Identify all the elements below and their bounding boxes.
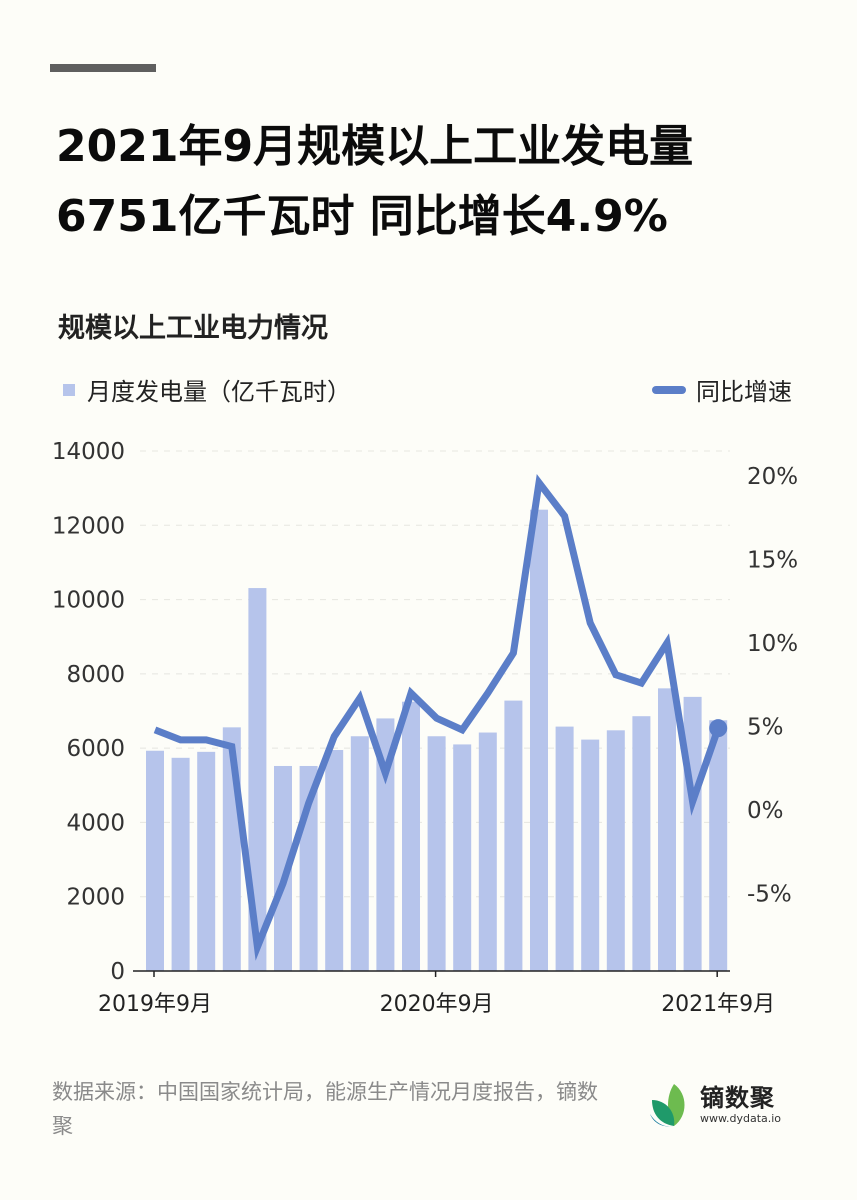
- header-rule: [50, 64, 156, 72]
- y-left-tick-label: 8000: [66, 662, 125, 688]
- x-axis-labels: 2019年9月 2020年9月 2021年9月: [98, 992, 775, 1017]
- y-left-tick-label: 2000: [66, 885, 125, 911]
- y-axis-right-labels: -5% 0% 5% 10% 15% 20%: [747, 464, 798, 908]
- bar: [709, 720, 728, 971]
- bar: [350, 736, 369, 971]
- title-line-2: 6751亿千瓦时 同比增长4.9%: [56, 191, 668, 242]
- bar-series: [146, 509, 728, 971]
- bar: [197, 751, 216, 971]
- legend-item-bar: 月度发电量（亿千瓦时）: [63, 372, 351, 407]
- logo-name: 镝数聚: [700, 1084, 775, 1112]
- bar: [581, 739, 600, 971]
- bar: [606, 730, 625, 971]
- legend-bar-label: 月度发电量（亿千瓦时）: [87, 378, 351, 406]
- bar: [376, 718, 395, 971]
- y-left-tick-label: 10000: [52, 588, 125, 614]
- bar: [658, 688, 676, 971]
- legend-item-line: 同比增速: [652, 372, 792, 407]
- bar: [171, 757, 190, 971]
- bar: [504, 700, 523, 971]
- y-left-tick-label: 14000: [52, 439, 125, 465]
- bar: [146, 750, 164, 971]
- axes: [133, 970, 730, 977]
- x-tick-label: 2019年9月: [98, 992, 212, 1017]
- chart-title: 规模以上工业电力情况: [58, 313, 328, 344]
- bar: [325, 750, 344, 971]
- y-right-tick-label: 20%: [747, 464, 798, 490]
- brand-logo: 镝数聚 www.dydata.io: [648, 1082, 781, 1128]
- y-left-tick-label: 6000: [66, 736, 125, 762]
- line-series: [153, 474, 728, 961]
- title-line-1: 2021年9月规模以上工业发电量: [56, 121, 694, 172]
- logo-url: www.dydata.io: [700, 1112, 782, 1125]
- x-tick-label: 2021年9月: [661, 992, 775, 1017]
- combo-chart: 0 2000 4000 6000 8000 10000 12000 14000 -5% 0% 5%…: [52, 439, 798, 1017]
- y-right-tick-label: 10%: [747, 631, 798, 657]
- bar: [478, 732, 497, 971]
- leaf-logo-icon: [650, 1084, 685, 1127]
- bar: [555, 726, 574, 971]
- bar: [453, 744, 472, 971]
- page-title: 2021年9月规模以上工业发电量 6751亿千瓦时 同比增长4.9%: [56, 112, 836, 252]
- legend-line-label: 同比增速: [696, 378, 792, 406]
- bar: [683, 696, 702, 971]
- y-right-tick-label: 0%: [747, 798, 784, 824]
- y-right-tick-label: 5%: [747, 715, 784, 741]
- bar: [402, 701, 420, 971]
- y-left-tick-label: 0: [110, 959, 125, 985]
- bar: [632, 716, 651, 971]
- y-left-tick-label: 4000: [66, 810, 125, 836]
- line-swatch-icon: [652, 385, 686, 394]
- y-right-tick-label: 15%: [747, 548, 798, 574]
- bar-swatch-icon: [63, 383, 75, 396]
- x-tick-label: 2020年9月: [380, 992, 494, 1017]
- y-right-tick-label: -5%: [747, 882, 792, 908]
- bar: [274, 765, 292, 971]
- y-left-tick-label: 12000: [52, 513, 125, 539]
- bar: [248, 588, 267, 971]
- bar: [530, 509, 548, 971]
- bar: [427, 736, 446, 971]
- y-axis-left-labels: 0 2000 4000 6000 8000 10000 12000 14000: [52, 439, 125, 985]
- data-source: 数据来源：中国国家统计局，能源生产情况月度报告，镝数聚: [52, 1080, 598, 1138]
